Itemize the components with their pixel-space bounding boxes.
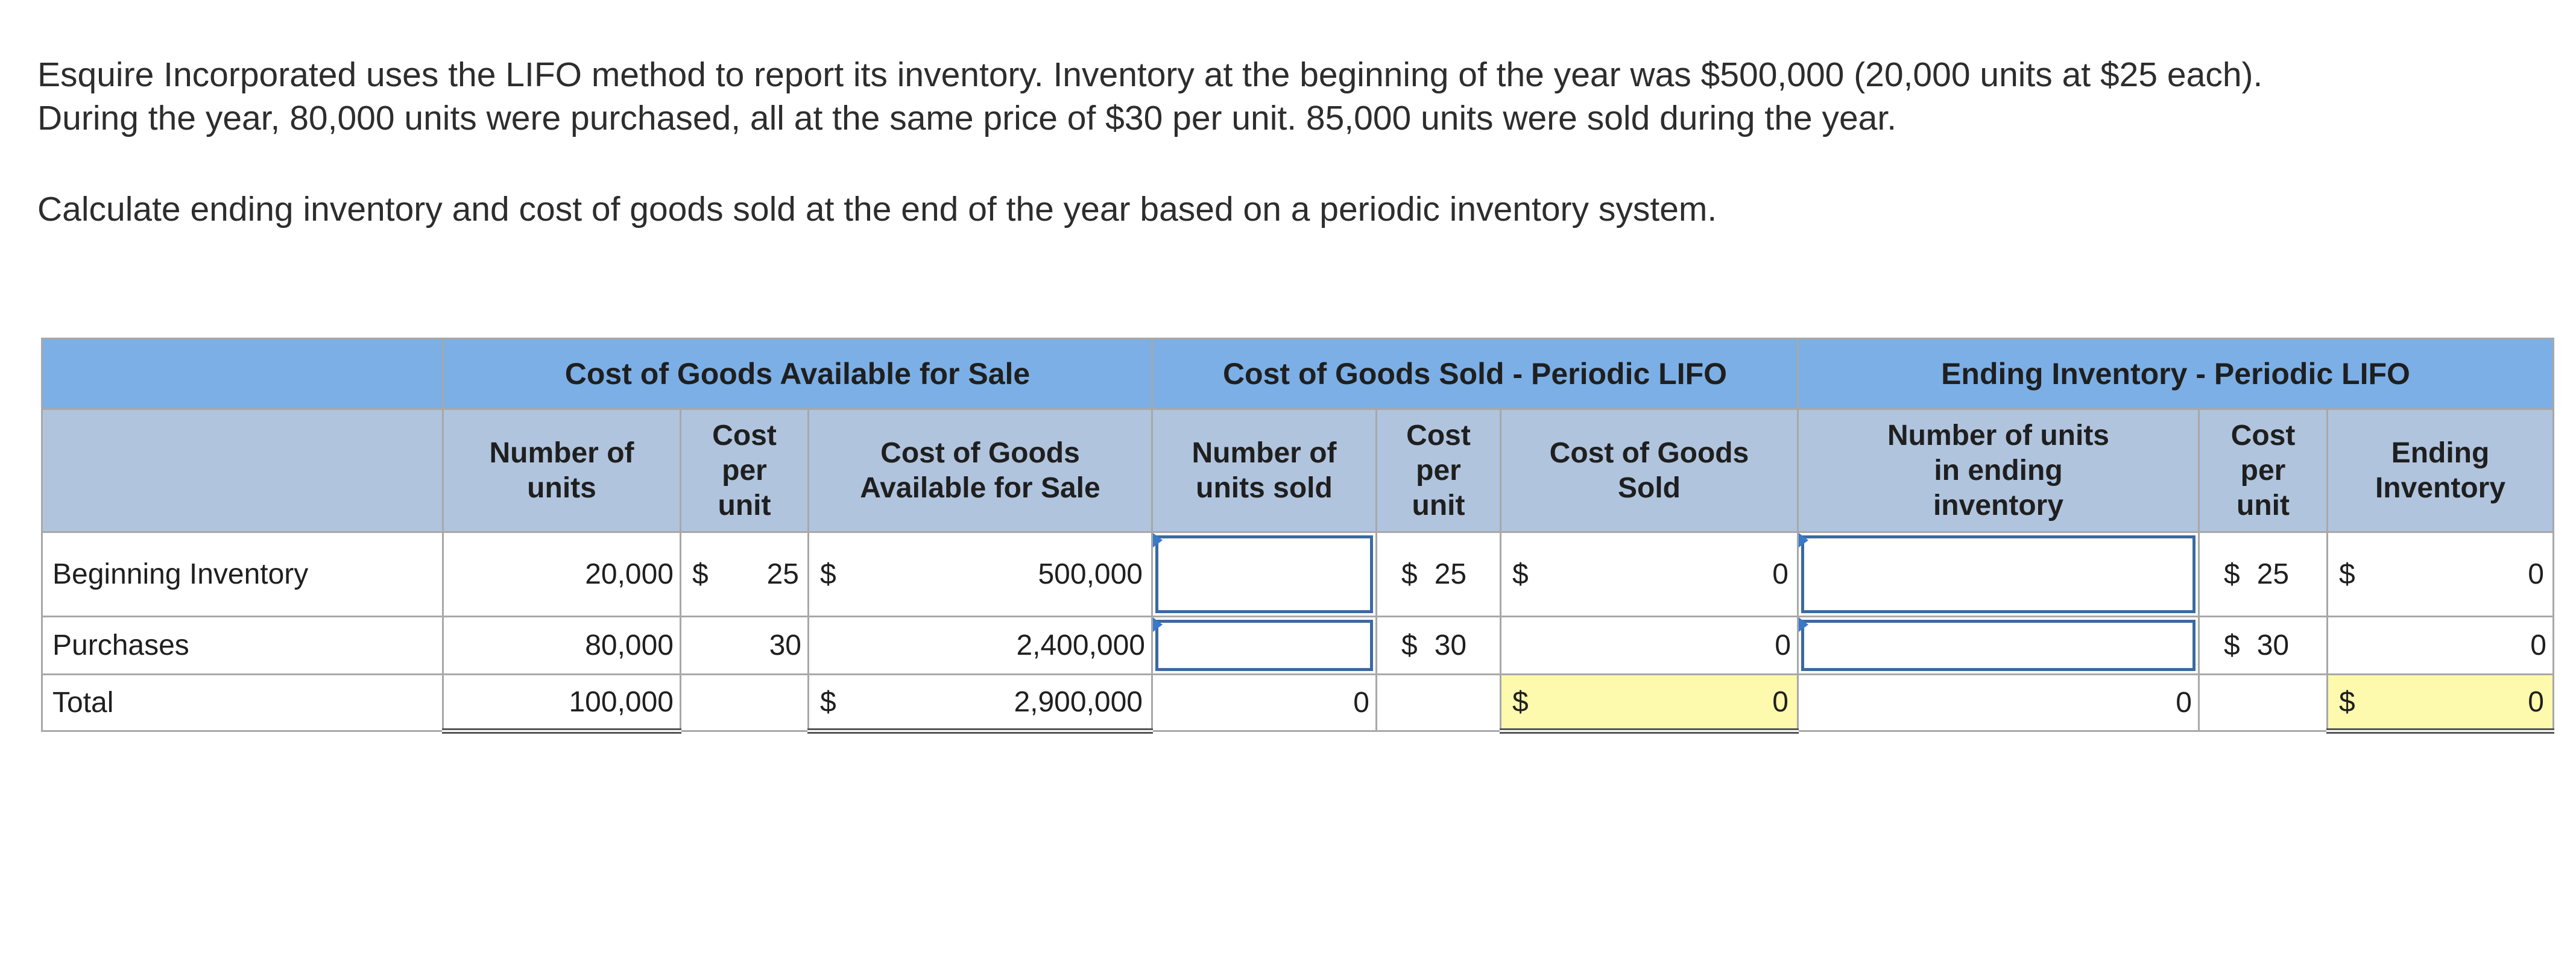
header-number-of-units: Number of units (442, 408, 681, 533)
cogs-cell: $0 (1500, 531, 1799, 617)
units-sold-input-cell[interactable] (1151, 616, 1377, 675)
units-cell: 20,000 (442, 531, 681, 617)
dollar-sign: $ (1512, 558, 1529, 590)
units-ending-input[interactable] (1801, 535, 2196, 613)
row-label: Purchases (41, 616, 444, 675)
cost-available-cell: 2,400,000 (807, 616, 1153, 675)
cogs-cell: 0 (1500, 616, 1799, 675)
header-units-sold: Number of units sold (1151, 408, 1377, 533)
cost-value: 30 (1434, 629, 1467, 661)
cost-per-unit-cell (2198, 673, 2328, 732)
cost-per-unit-cell: 30 (680, 616, 809, 675)
dollar-sign: $ (1401, 629, 1418, 661)
cost-per-unit-cell (680, 673, 809, 732)
input-indicator-icon (1799, 533, 1808, 547)
table-row-purchases: Purchases 80,000 30 2,400,000 $30 0 $30 … (41, 616, 2554, 675)
cost-per-unit-cell: $25 (2198, 531, 2328, 617)
table-row-total: Total 100,000 $2,900,000 0 $0 0 $0 (41, 673, 2554, 734)
cost-available-cell: $500,000 (807, 531, 1153, 617)
units-ending-total-cell: 0 (1797, 673, 2200, 732)
ending-inventory-cell: 0 (2326, 616, 2554, 675)
cost-per-unit-cell: $25 (1375, 531, 1501, 617)
amount-value: 0 (1772, 686, 1788, 718)
amount-value: 0 (2528, 686, 2544, 718)
input-indicator-icon (1153, 617, 1163, 632)
header-ending-inventory: Ending Inventory (2326, 408, 2554, 533)
question-prompt: Esquire Incorporated uses the LIFO metho… (37, 53, 2329, 231)
header-units-ending-inventory: Number of units in ending inventory (1797, 408, 2200, 533)
header-cost-per-unit-1: Cost per unit (680, 408, 809, 533)
ending-inventory-cell: $0 (2326, 531, 2554, 617)
dollar-sign: $ (2339, 558, 2355, 590)
cogs-total-cell: $0 (1500, 673, 1799, 734)
dollar-sign: $ (2224, 558, 2240, 590)
cost-available-total-cell: $2,900,000 (807, 673, 1153, 734)
blank-header-cell (41, 338, 444, 410)
dollar-sign: $ (820, 686, 836, 718)
amount-value: 2,900,000 (1014, 686, 1143, 718)
units-total-cell: 100,000 (442, 673, 681, 734)
group-header-cogs: Cost of Goods Sold - Periodic LIFO (1151, 338, 1799, 410)
table-row-beginning-inventory: Beginning Inventory 20,000 $25 $500,000 … (41, 531, 2554, 617)
group-header-row: Cost of Goods Available for Sale Cost of… (41, 338, 2554, 410)
amount-value: 0 (1772, 558, 1788, 590)
input-indicator-icon (1799, 617, 1808, 632)
units-ending-input-cell[interactable] (1797, 616, 2200, 675)
units-ending-input-cell[interactable] (1797, 531, 2200, 617)
group-header-ending-inventory: Ending Inventory - Periodic LIFO (1797, 338, 2554, 410)
prompt-paragraph-1: Esquire Incorporated uses the LIFO metho… (37, 55, 2263, 137)
units-ending-input[interactable] (1801, 620, 2196, 671)
units-sold-total-cell: 0 (1151, 673, 1377, 732)
row-label: Total (41, 673, 444, 732)
cost-per-unit-cell: $25 (680, 531, 809, 617)
cost-per-unit-cell (1375, 673, 1501, 732)
dollar-sign: $ (2339, 686, 2355, 718)
dollar-sign: $ (2224, 629, 2240, 661)
dollar-sign: $ (820, 558, 836, 590)
blank-subheader-cell (41, 408, 444, 533)
cost-per-unit-cell: $30 (2198, 616, 2328, 675)
cost-value: 25 (2256, 558, 2290, 590)
cost-per-unit-cell: $30 (1375, 616, 1501, 675)
header-cost-of-goods-sold: Cost of Goods Sold (1500, 408, 1799, 533)
units-sold-input[interactable] (1155, 535, 1373, 613)
cost-value: 30 (2256, 629, 2290, 661)
units-sold-input[interactable] (1155, 620, 1373, 671)
row-label: Beginning Inventory (41, 531, 444, 617)
dollar-sign: $ (692, 558, 709, 590)
lifo-worksheet-table: Cost of Goods Available for Sale Cost of… (41, 338, 2554, 734)
prompt-paragraph-2: Calculate ending inventory and cost of g… (37, 190, 1717, 229)
units-sold-input-cell[interactable] (1151, 531, 1377, 617)
header-cost-available-for-sale: Cost of Goods Available for Sale (807, 408, 1153, 533)
units-cell: 80,000 (442, 616, 681, 675)
amount-value: 500,000 (1038, 558, 1143, 590)
dollar-sign: $ (1401, 558, 1418, 590)
input-indicator-icon (1153, 533, 1163, 547)
amount-value: 0 (2528, 558, 2544, 590)
dollar-sign: $ (1512, 686, 1529, 718)
header-cost-per-unit-3: Cost per unit (2198, 408, 2328, 533)
header-cost-per-unit-2: Cost per unit (1375, 408, 1501, 533)
cost-value: 25 (1434, 558, 1467, 590)
ending-inventory-total-cell: $0 (2326, 673, 2554, 734)
column-header-row: Number of units Cost per unit Cost of Go… (41, 408, 2554, 533)
group-header-available: Cost of Goods Available for Sale (442, 338, 1153, 410)
cost-value: 25 (766, 558, 799, 590)
